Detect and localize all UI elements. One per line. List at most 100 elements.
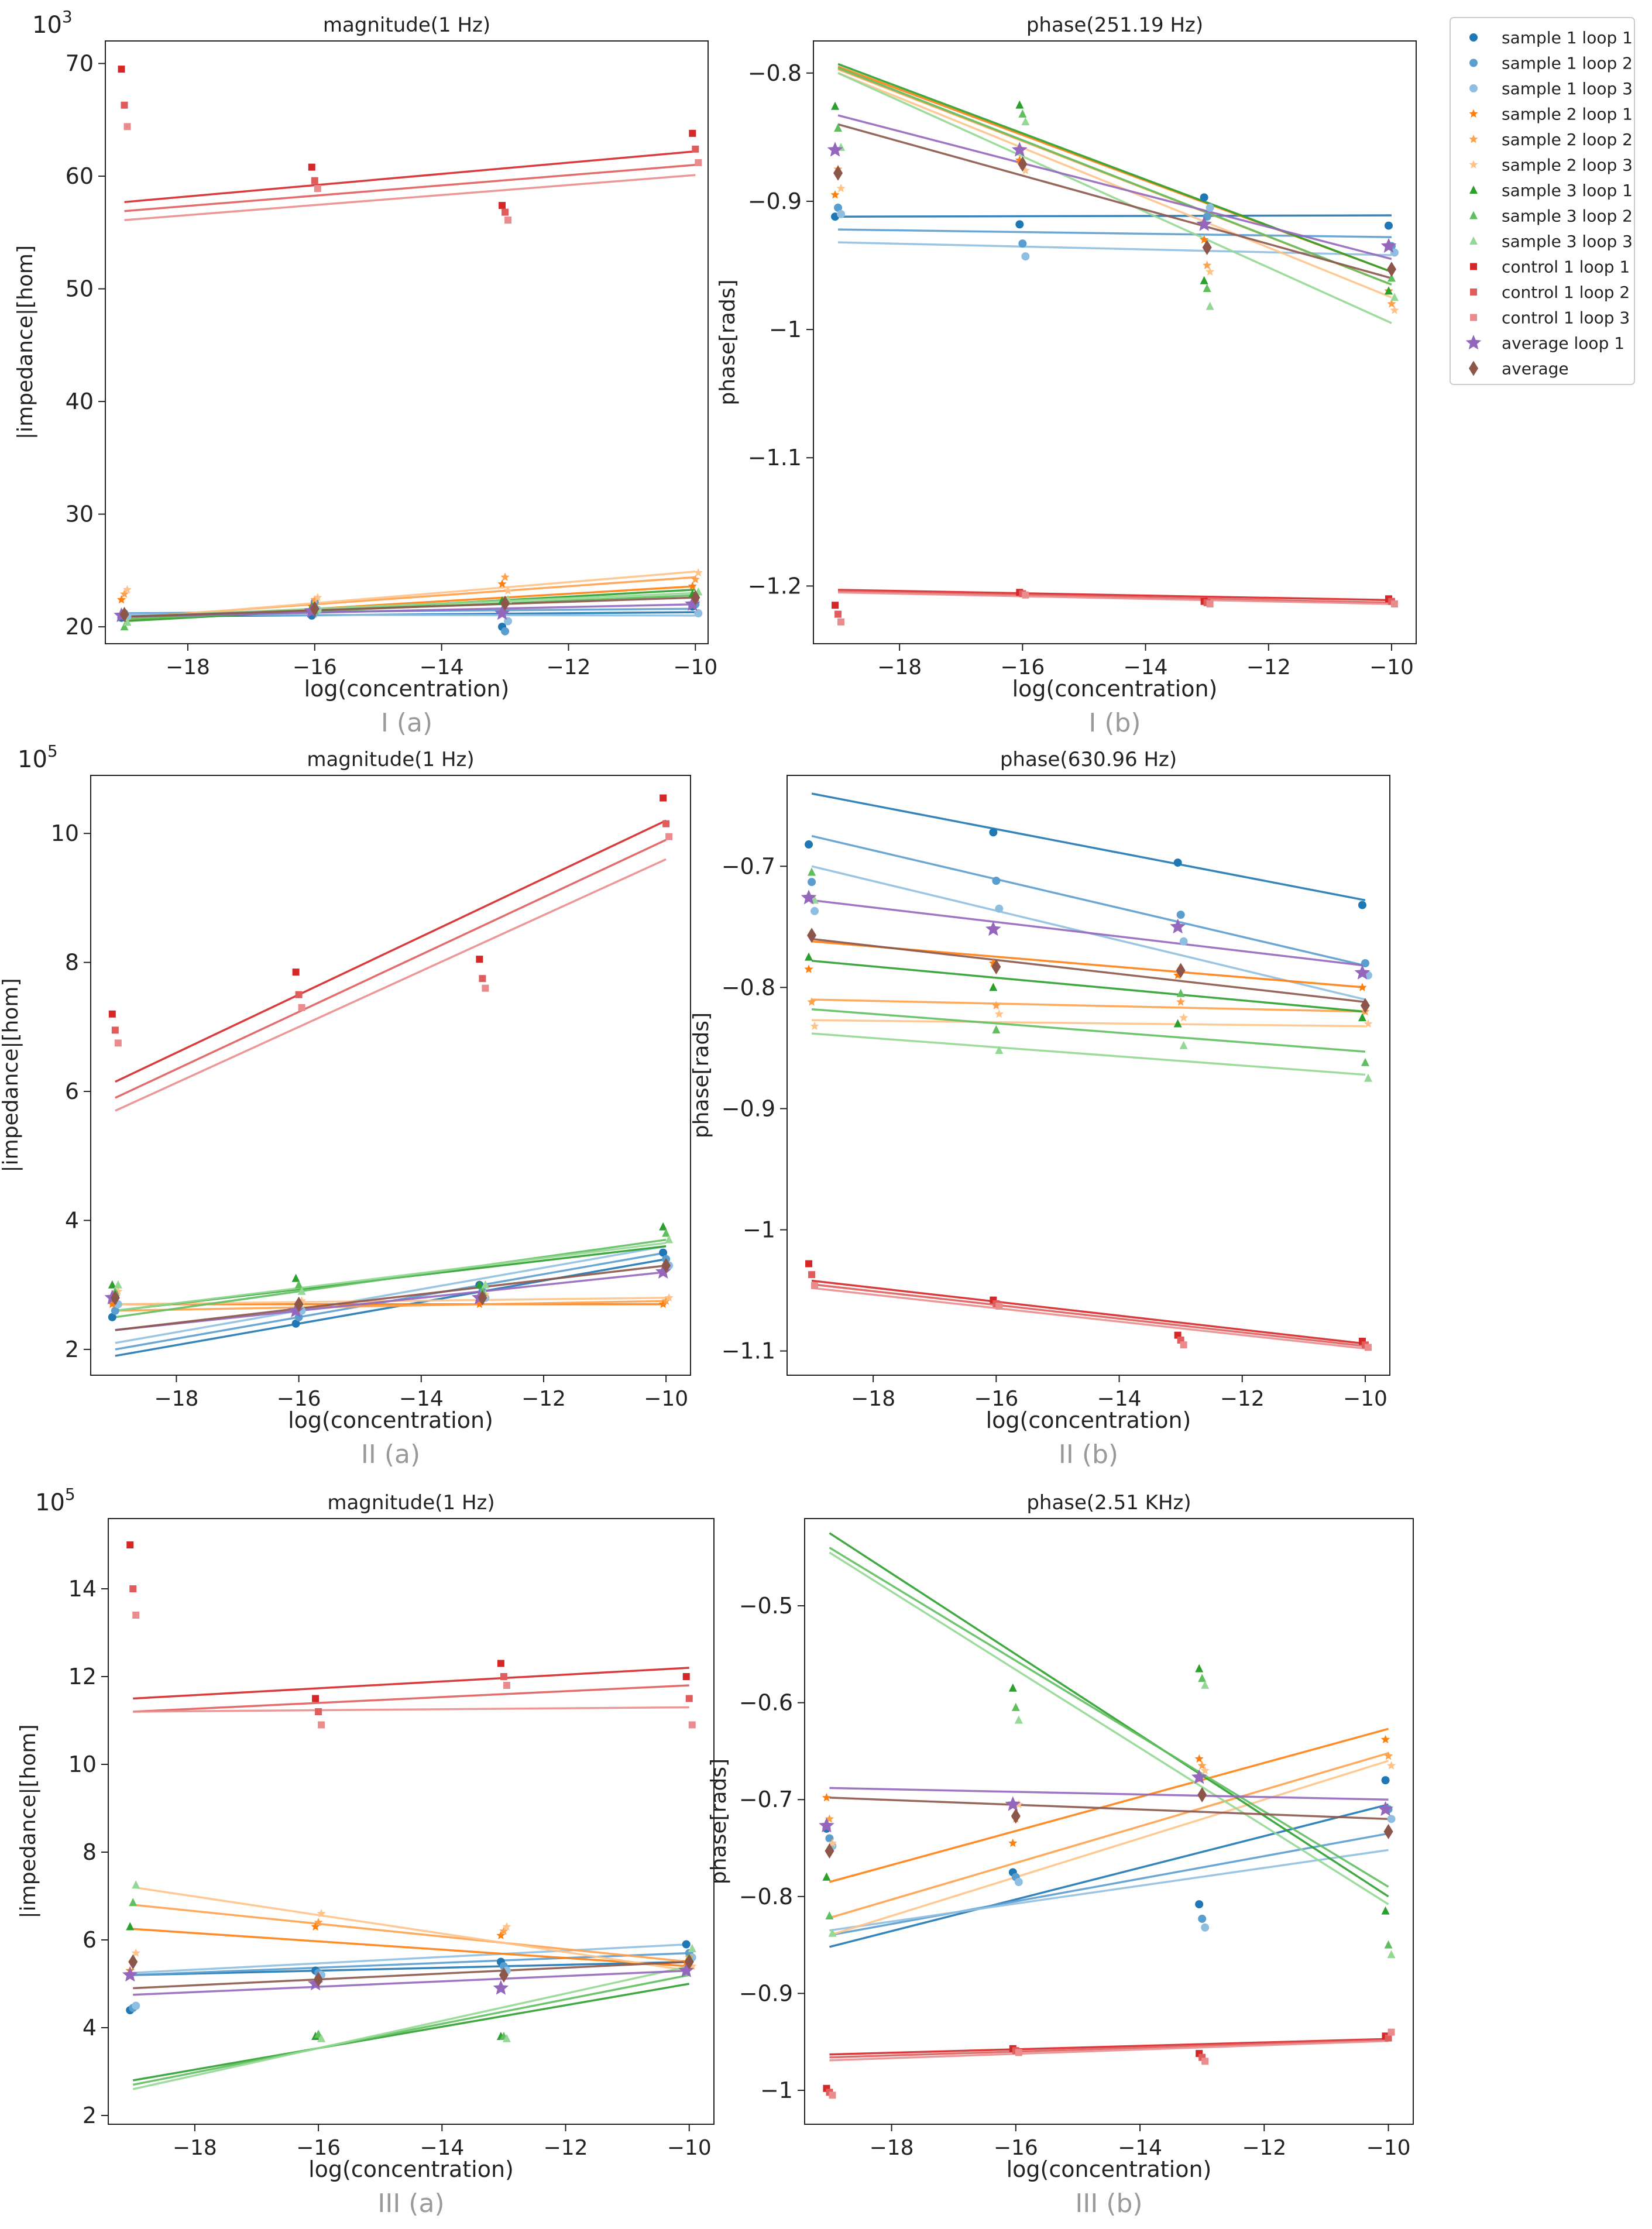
data-point — [1203, 283, 1211, 292]
data-point — [312, 1695, 320, 1702]
x-tick-label: −14 — [1097, 1387, 1142, 1411]
data-point — [126, 1922, 135, 1931]
offset-base: 10 — [35, 1489, 65, 1516]
data-point — [1197, 1787, 1207, 1802]
legend-marker — [1470, 263, 1477, 270]
data-point — [807, 928, 817, 943]
data-point — [294, 1280, 303, 1289]
data-point — [1021, 252, 1030, 261]
data-point — [1385, 2034, 1392, 2042]
data-point — [1180, 1341, 1187, 1349]
data-point — [1198, 1914, 1207, 1923]
data-point — [1195, 1664, 1204, 1672]
x-tick-label: −16 — [1000, 655, 1045, 679]
data-point — [805, 952, 813, 961]
fit-line — [837, 63, 1392, 273]
data-point — [499, 1926, 509, 1935]
x-axis-label: log(concentration) — [288, 1407, 493, 1433]
data-point — [1197, 1761, 1207, 1770]
data-point — [123, 617, 132, 626]
data-point — [805, 1260, 813, 1268]
data-point — [665, 833, 673, 840]
fit-line — [133, 1904, 689, 1963]
data-point — [1387, 2028, 1395, 2036]
data-point — [1205, 301, 1214, 310]
data-point — [504, 217, 512, 224]
data-point — [1018, 239, 1027, 248]
fit-line — [838, 590, 1392, 604]
data-point — [1011, 1702, 1020, 1711]
data-point — [478, 1290, 487, 1306]
y-tick-label: −0.8 — [722, 974, 775, 1000]
data-point — [1201, 1923, 1210, 1932]
data-point — [994, 1009, 1004, 1018]
data-point — [1014, 1715, 1023, 1724]
y-tick-label: 4 — [65, 1207, 79, 1233]
data-point — [128, 1954, 138, 1970]
legend-label: sample 3 loop 1 — [1502, 181, 1633, 200]
data-point — [1387, 299, 1396, 308]
x-tick-label: −16 — [277, 1387, 321, 1411]
data-point — [481, 1280, 490, 1289]
fit-line — [133, 1960, 689, 1976]
data-point — [500, 595, 510, 611]
data-point — [292, 968, 300, 976]
y-tick-label: −1.1 — [748, 445, 802, 470]
y-tick-label: 4 — [83, 2015, 97, 2041]
fit-line — [115, 1264, 667, 1331]
offset-label: 103 — [32, 7, 73, 39]
chart-title: phase(630.96 Hz) — [1000, 748, 1177, 771]
legend-label: control 1 loop 2 — [1502, 283, 1630, 302]
legend-box — [1450, 17, 1635, 385]
data-point — [1380, 1735, 1390, 1743]
y-tick-label: 30 — [66, 502, 94, 527]
data-point — [688, 1721, 696, 1729]
fit-line — [829, 1547, 1389, 1888]
x-tick-label: −14 — [420, 655, 464, 679]
y-tick-label: −1 — [760, 2077, 793, 2103]
data-point — [499, 202, 506, 209]
panel-IIIb: −18 −16 −14 −12 −10 −0.5 −0.6 −0.7 −0.8 −0.9 −1 pha… — [707, 1491, 1414, 2218]
data-point — [833, 165, 843, 181]
data-point — [1381, 1906, 1390, 1915]
data-point — [494, 605, 510, 620]
data-point — [819, 1818, 834, 1833]
data-point — [1179, 1040, 1188, 1049]
data-point — [801, 889, 817, 905]
data-point — [1012, 142, 1028, 157]
data-point — [499, 1967, 509, 1983]
panel-caption: III (b) — [1075, 2189, 1142, 2218]
data-point — [808, 878, 816, 887]
x-tick-label: −12 — [546, 655, 590, 679]
data-point — [111, 1026, 119, 1034]
fit-line — [124, 174, 696, 221]
data-point — [310, 595, 320, 604]
fit-line — [829, 1532, 1389, 1898]
panel-caption: III (a) — [377, 2189, 444, 2218]
data-point — [991, 959, 1001, 975]
plot-frame — [813, 40, 1417, 644]
data-point — [822, 1792, 832, 1802]
data-point — [682, 1940, 691, 1949]
data-point — [318, 1721, 325, 1729]
data-point — [1390, 600, 1398, 608]
fit-line — [811, 899, 1366, 967]
data-point — [1363, 1073, 1372, 1082]
data-point — [288, 1302, 304, 1318]
data-layer — [114, 66, 703, 636]
x-tick-label: −10 — [1343, 1387, 1387, 1411]
legend-label: control 1 loop 3 — [1502, 308, 1630, 328]
offset-label: 105 — [35, 1485, 75, 1516]
x-axis-label: log(concentration) — [986, 1407, 1191, 1433]
data-point — [1358, 983, 1367, 991]
legend-entry: sample 3 loop 2 — [1469, 207, 1633, 226]
data-point — [995, 1046, 1004, 1055]
chart-title: phase(251.19 Hz) — [1026, 13, 1203, 37]
y-axis-label: phase[rads] — [716, 279, 740, 405]
x-tick-label: −12 — [1220, 1387, 1265, 1411]
fit-line — [811, 1032, 1366, 1076]
data-point — [837, 209, 846, 218]
data-point — [1205, 267, 1215, 276]
data-point — [1198, 1674, 1207, 1682]
data-point — [688, 581, 697, 590]
